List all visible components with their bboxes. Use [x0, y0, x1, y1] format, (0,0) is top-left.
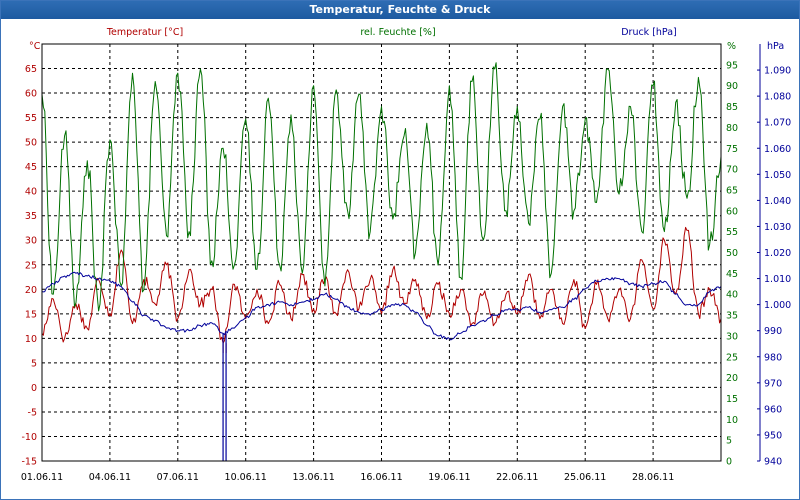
series-line-pressure [41, 271, 722, 341]
temperature-unit-label: °C [29, 41, 41, 52]
temperature-tick-label: 60 [25, 89, 37, 100]
pressure-tick-label: 1.070 [764, 118, 791, 129]
series-lines [41, 62, 722, 461]
humidity-tick-label: 75 [726, 144, 738, 155]
x-tick-label: 22.06.11 [496, 472, 538, 483]
humidity-tick-label: 10 [726, 415, 738, 426]
temperature-tick-label: 35 [25, 211, 37, 222]
pressure-unit-label: hPa [767, 41, 784, 52]
temperature-tick-label: 45 [25, 162, 37, 173]
temperature-tick-label: -5 [28, 407, 37, 418]
chart: Temperatur [°C] rel. Feuchte [%] Druck [… [21, 27, 791, 483]
humidity-tick-label: 65 [726, 185, 738, 196]
temperature-tick-label: -15 [21, 457, 37, 468]
humidity-tick-label: 15 [726, 394, 738, 405]
pressure-tick-label: 960 [764, 404, 782, 415]
pressure-tick-label: 1.050 [764, 170, 791, 181]
humidity-unit-label: % [727, 41, 736, 52]
series-line-humidity [41, 62, 722, 312]
humidity-tick-label: 20 [726, 373, 738, 384]
temperature-tick-label: 25 [25, 260, 37, 271]
humidity-tick-label: 90 [726, 81, 738, 92]
title-bar: Temperatur, Feuchte & Druck [1, 1, 799, 19]
pressure-tick-label: 990 [764, 326, 782, 337]
temperature-tick-label: 55 [25, 113, 37, 124]
x-tick-label: 10.06.11 [225, 472, 267, 483]
tick-labels: 65605550454035302520151050-5-10-15959085… [21, 60, 791, 483]
humidity-tick-label: 45 [726, 269, 738, 280]
humidity-tick-label: 80 [726, 123, 738, 134]
temperature-tick-label: 20 [25, 285, 37, 296]
pressure-tick-label: 1.020 [764, 248, 791, 259]
temperature-axis-label: Temperatur [°C] [106, 27, 183, 38]
temperature-tick-label: 5 [31, 358, 37, 369]
pressure-tick-label: 1.010 [764, 274, 791, 285]
x-tick-label: 13.06.11 [292, 472, 334, 483]
x-tick-label: 19.06.11 [428, 472, 470, 483]
x-tick-label: 01.06.11 [21, 472, 63, 483]
humidity-tick-label: 5 [726, 436, 732, 447]
temperature-tick-label: 15 [25, 309, 37, 320]
humidity-tick-label: 35 [726, 311, 738, 322]
humidity-tick-label: 25 [726, 352, 738, 363]
humidity-tick-label: 30 [726, 331, 738, 342]
pressure-tick-label: 950 [764, 430, 782, 441]
x-tick-label: 25.06.11 [564, 472, 606, 483]
temperature-tick-label: 10 [25, 334, 37, 345]
pressure-tick-label: 980 [764, 352, 782, 363]
temperature-tick-label: 0 [31, 383, 37, 394]
pressure-tick-label: 1.030 [764, 222, 791, 233]
x-tick-label: 07.06.11 [157, 472, 199, 483]
pressure-tick-label: 940 [764, 457, 782, 468]
temperature-tick-label: 30 [25, 236, 37, 247]
humidity-axis-label: rel. Feuchte [%] [360, 27, 435, 38]
x-tick-label: 28.06.11 [632, 472, 674, 483]
humidity-tick-label: 0 [726, 457, 732, 468]
x-tick-label: 16.06.11 [360, 472, 402, 483]
pressure-tick-label: 1.060 [764, 144, 791, 155]
temperature-tick-label: 40 [25, 187, 37, 198]
humidity-tick-label: 50 [726, 248, 738, 259]
pressure-tick-label: 1.080 [764, 92, 791, 103]
temperature-tick-label: -10 [21, 432, 37, 443]
grid [42, 44, 761, 462]
window-title: Temperatur, Feuchte & Druck [309, 3, 491, 16]
humidity-tick-label: 85 [726, 102, 738, 113]
pressure-tick-label: 1.090 [764, 66, 791, 77]
pressure-tick-label: 970 [764, 378, 782, 389]
humidity-tick-label: 70 [726, 165, 738, 176]
humidity-tick-label: 60 [726, 206, 738, 217]
pressure-tick-label: 1.040 [764, 196, 791, 207]
humidity-tick-label: 40 [726, 290, 738, 301]
humidity-tick-label: 95 [726, 60, 738, 71]
plot-frame [41, 43, 722, 462]
series-line-temperature [41, 226, 722, 344]
temperature-tick-label: 50 [25, 138, 37, 149]
pressure-tick-label: 1.000 [764, 300, 791, 311]
temperature-tick-label: 65 [25, 64, 37, 75]
x-tick-label: 04.06.11 [89, 472, 131, 483]
humidity-tick-label: 55 [726, 227, 738, 238]
pressure-axis-label: Druck [hPa] [621, 27, 677, 38]
